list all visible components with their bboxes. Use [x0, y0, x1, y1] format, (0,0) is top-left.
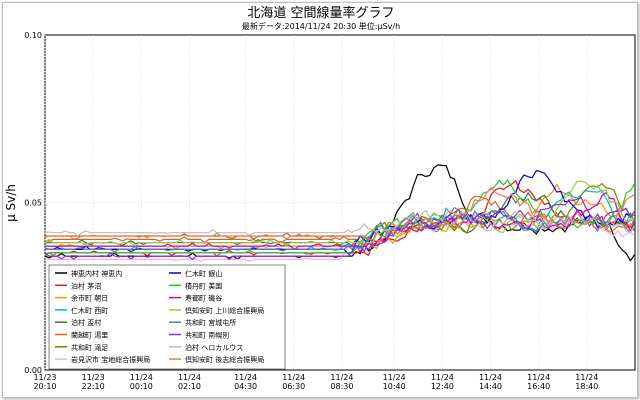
x-tick-label-time: 14:40 — [479, 382, 502, 391]
legend-label: 神恵内村 神恵内 — [71, 269, 122, 278]
x-tick-label-date: 11/24 — [178, 373, 201, 382]
y-tick-label: 0.05 — [24, 199, 42, 208]
y-tick-label: 0.10 — [24, 31, 42, 40]
x-tick-label-date: 11/23 — [33, 373, 56, 382]
series-line — [44, 178, 636, 257]
x-tick-label-time: 08:30 — [330, 382, 353, 391]
x-tick-label-date: 11/24 — [130, 373, 153, 382]
x-tick-label-time: 00:10 — [130, 382, 153, 391]
series-line — [44, 212, 635, 263]
legend-box — [48, 264, 286, 370]
legend-label: 寿都町 磯谷 — [185, 294, 222, 303]
chart-subtitle: 最新データ:2014/11/24 20:30 単位:μSv/h — [242, 21, 400, 31]
legend-label: 岩見沢市 宝地総合振興局 — [71, 355, 150, 364]
legend-label: 泊村 盃村 — [71, 318, 101, 327]
series-line — [45, 206, 636, 253]
series-line — [44, 197, 635, 260]
x-tick-label-date: 11/24 — [575, 373, 598, 382]
x-tick-label-date: 11/24 — [527, 373, 550, 382]
legend-label: 仁木町 西町 — [71, 306, 108, 315]
series-line — [44, 195, 636, 246]
x-tick-label-time: 06:30 — [282, 382, 305, 391]
x-tick-label-time: 16:40 — [527, 382, 550, 391]
chart-title: 北海道 空間線量率グラフ — [247, 5, 394, 21]
legend-label: 仁木町 銀山 — [185, 269, 222, 278]
x-tick-label-date: 11/24 — [479, 373, 502, 382]
legend-label: 共和町 滝足 — [71, 343, 108, 352]
x-tick-label-time: 04:30 — [234, 382, 257, 391]
legend-label: 倶知安町 上川総合振興局 — [185, 306, 264, 315]
x-tick-label-time: 18:40 — [575, 382, 598, 391]
x-tick-label-date: 11/24 — [330, 373, 353, 382]
y-axis-label: μ Sv/h — [4, 184, 18, 222]
line-chart: 北海道 空間線量率グラフ 最新データ:2014/11/24 20:30 単位:μ… — [4, 5, 636, 391]
series-line — [44, 209, 636, 237]
legend-label: 共和町 宮城屯所 — [185, 318, 236, 327]
x-tick-label-time: 10:40 — [383, 382, 406, 391]
x-tick-label-time: 12:40 — [431, 382, 454, 391]
x-tick-label-time: 20:10 — [33, 382, 56, 391]
legend-label: 共和町 南幌別 — [185, 331, 229, 340]
x-tick-label-date: 11/24 — [282, 373, 305, 382]
legend-label: 積丹町 美国 — [185, 281, 222, 290]
x-tick-label-time: 02:10 — [178, 382, 201, 391]
x-tick-label-date: 11/23 — [82, 373, 105, 382]
legend-label: 泊村 茅沼 — [71, 281, 101, 290]
legend-label: 倶知安町 後志総合振興局 — [185, 355, 264, 364]
series-line — [44, 180, 635, 247]
y-tick-label: 0.00 — [24, 366, 42, 375]
legend-label: 蘭越町 湯里 — [71, 331, 108, 340]
legend-label: 泊村 ヘロカルウス — [185, 343, 243, 352]
legend-label: 余市町 朝日 — [71, 294, 108, 303]
series-line — [45, 191, 636, 247]
x-tick-label-time: 22:10 — [82, 382, 105, 391]
series-line — [44, 186, 635, 242]
x-tick-label-date: 11/24 — [431, 373, 454, 382]
x-tick-label-date: 11/24 — [234, 373, 257, 382]
x-tick-label-date: 11/24 — [383, 373, 406, 382]
